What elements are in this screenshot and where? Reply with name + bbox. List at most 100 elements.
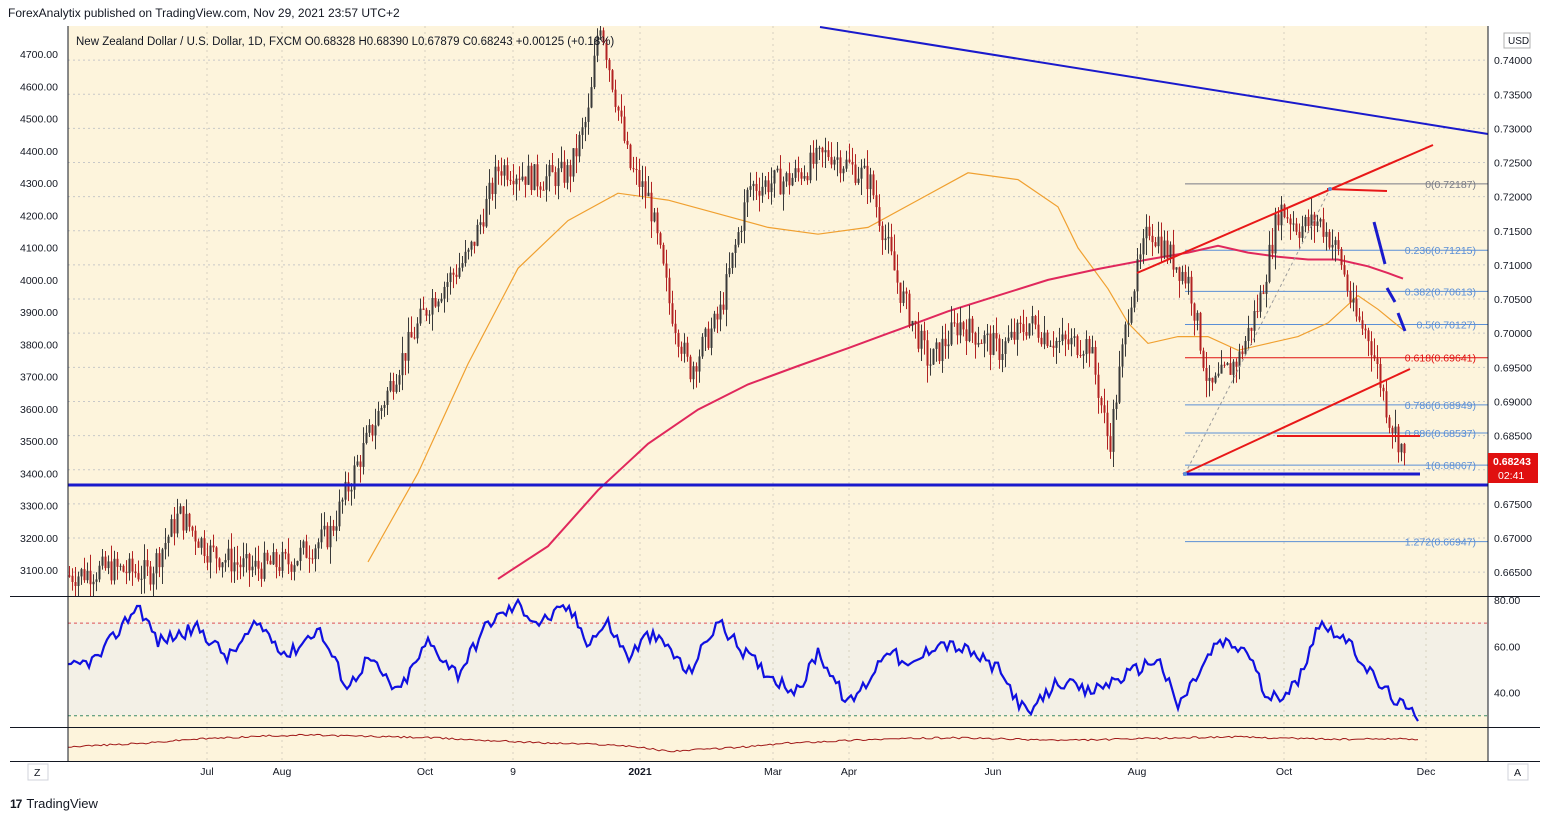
- left-button-box: [27, 763, 49, 781]
- left-button[interactable]: Z: [27, 763, 49, 781]
- candle-body: [887, 236, 890, 239]
- candle-body: [491, 182, 494, 195]
- candle-body: [830, 157, 833, 165]
- candle-body: [659, 233, 662, 245]
- candle-body: [437, 301, 440, 307]
- rsi-axis-tick: 60.00: [1494, 641, 1520, 653]
- candle-body: [1331, 244, 1334, 248]
- candle-body: [965, 329, 968, 342]
- candle-body: [449, 272, 452, 283]
- candle-body: [1382, 387, 1385, 392]
- candle-body: [599, 30, 602, 36]
- candle-body: [368, 424, 371, 433]
- candle-body: [206, 556, 209, 563]
- candle-body: [728, 268, 731, 275]
- candle-body: [179, 506, 182, 514]
- candle-body: [503, 165, 506, 176]
- candle-body: [1124, 324, 1127, 345]
- candle-body: [575, 148, 578, 157]
- candle-body: [494, 166, 497, 195]
- candle-body: [656, 212, 659, 234]
- candle-body: [86, 570, 89, 581]
- left-axis-tick: 4600.00: [20, 81, 58, 93]
- candle-body: [569, 165, 572, 177]
- candle-body: [914, 321, 917, 324]
- candle-body: [1262, 292, 1265, 294]
- candle-body: [953, 322, 956, 324]
- candle-body: [1145, 226, 1148, 239]
- candle-body: [1103, 405, 1106, 413]
- candle-body: [152, 573, 155, 585]
- candle-body: [869, 174, 872, 190]
- tradingview-footer[interactable]: 17 TradingView: [10, 796, 98, 811]
- candle-body: [1112, 408, 1115, 452]
- right-button[interactable]: A: [1507, 763, 1529, 781]
- candle-body: [998, 338, 1001, 360]
- channel-lower-line: [1182, 368, 1411, 475]
- price-chart[interactable]: 0(0.72187)0.236(0.71215)0.382(0.70613)0.…: [0, 0, 1557, 790]
- candle-body: [977, 342, 980, 345]
- candle-body: [587, 107, 590, 122]
- candle-body: [1064, 334, 1067, 340]
- candle-body: [281, 551, 284, 571]
- left-axis-tick: 3100.00: [20, 565, 58, 577]
- candle-body: [1148, 226, 1151, 236]
- candle-body: [80, 569, 83, 577]
- candle-body: [1097, 374, 1100, 398]
- candle-body: [128, 558, 131, 574]
- candle-body: [1106, 412, 1109, 437]
- candle-body: [704, 328, 707, 337]
- axes: 0.74000 0.73500 0.73000 0.72500 0.72000 0.715…: [10, 26, 1540, 778]
- candle-body: [1214, 375, 1217, 383]
- candle-body: [1358, 316, 1361, 321]
- candle-body: [1370, 341, 1373, 356]
- candle-body: [131, 558, 134, 572]
- candle-body: [404, 353, 407, 361]
- candle-body: [761, 186, 764, 196]
- candle-body: [623, 116, 626, 141]
- candle-body: [1343, 265, 1346, 275]
- right-axis-tick: 0.68500: [1494, 431, 1532, 443]
- price-tag: 0.68243 02:41: [1488, 453, 1538, 483]
- candle-body: [212, 545, 215, 548]
- fib-anchor-top: [1328, 187, 1332, 191]
- candle-body: [1298, 231, 1301, 238]
- candle-body: [1076, 336, 1079, 355]
- candle-body: [95, 579, 98, 582]
- candle-body: [134, 571, 137, 574]
- candle-body: [194, 530, 197, 542]
- candle-body: [764, 180, 767, 187]
- candle-body: [878, 207, 881, 226]
- candle-body: [1283, 204, 1286, 218]
- candle-body: [680, 346, 683, 354]
- candle-body: [1169, 244, 1172, 259]
- candle-body: [113, 558, 116, 581]
- candle-body: [485, 198, 488, 227]
- left-axis-tick: 3900.00: [20, 307, 58, 319]
- left-axis-tick: 4200.00: [20, 210, 58, 222]
- candle-body: [1019, 322, 1022, 324]
- candle-body: [602, 30, 605, 43]
- candle-body: [713, 313, 716, 329]
- candle-body: [941, 338, 944, 362]
- candle-body: [353, 465, 356, 490]
- candle-body: [1058, 340, 1061, 342]
- left-axis-tick: 3800.00: [20, 339, 58, 351]
- candle-body: [1340, 249, 1343, 266]
- candle-body: [584, 121, 587, 128]
- candle-body: [773, 170, 776, 184]
- candle-body: [806, 175, 809, 181]
- candle-body: [884, 238, 887, 241]
- candle-body: [1205, 368, 1208, 381]
- candle-body: [1376, 358, 1379, 365]
- candle-body: [506, 165, 509, 180]
- candle-body: [1346, 274, 1349, 291]
- candle-body: [797, 168, 800, 173]
- candle-body: [854, 164, 857, 183]
- candle-body: [410, 331, 413, 338]
- right-axis-tick: 0.74000: [1494, 55, 1532, 67]
- candle-body: [125, 571, 128, 574]
- candle-body: [350, 489, 353, 492]
- candle-body: [1121, 344, 1124, 367]
- candle-body: [581, 127, 584, 135]
